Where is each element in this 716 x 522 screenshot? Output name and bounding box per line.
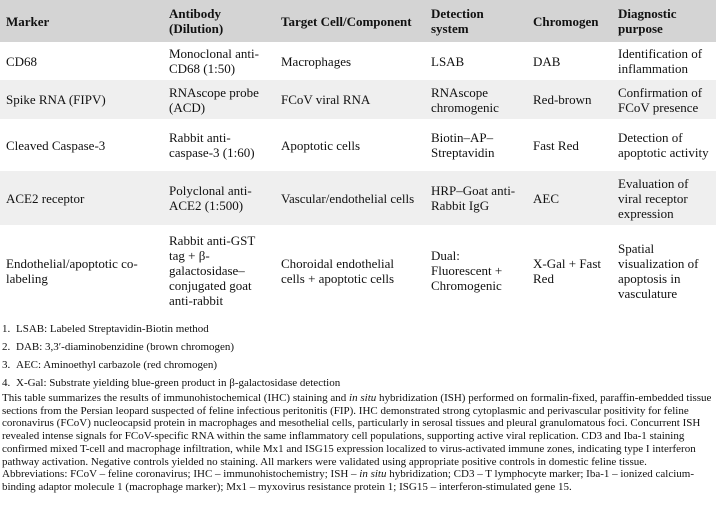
table-cell: Choroidal endothelial cells + apoptotic … <box>275 225 425 316</box>
table-cell: FCoV viral RNA <box>275 79 425 120</box>
table-cell: AEC <box>527 170 612 226</box>
table-row: CD68 Monoclonal anti-CD68 (1:50) Macrophag… <box>0 42 716 80</box>
table-cell: Endothelial/apoptotic co-labeling <box>0 225 163 316</box>
header-cell: Chromogen <box>527 0 612 43</box>
table-cell: LSAB <box>425 42 527 80</box>
table-row: Spike RNA (FIPV) RNAscope probe (ACD) FCoV… <box>0 79 716 120</box>
table-cell: Macrophages <box>275 42 425 80</box>
table-row: Cleaved Caspase-3 Rabbit anti-caspase-3 (… <box>0 119 716 171</box>
header-cell: Marker <box>0 0 163 43</box>
table-cell: Confirmation of FCoV presence <box>612 79 716 120</box>
footnote-number: 2. <box>2 340 11 353</box>
footnote-text: X-Gal: Substrate yielding blue-green pro… <box>16 376 341 389</box>
footnote-text: DAB: 3,3′-diaminobenzidine (brown chromo… <box>16 340 235 353</box>
caption-text: in situ <box>349 392 377 404</box>
caption-text: This table summarizes the results of imm… <box>2 392 350 404</box>
footnote-text: AEC: Aminoethyl carbazole (red chromogen… <box>16 358 217 371</box>
table-cell: Biotin–AP–Streptavidin <box>425 119 527 171</box>
header-cell: Antibody (Dilution) <box>163 0 275 43</box>
table-cell: Rabbit anti-GST tag + β-galactosidase–co… <box>163 225 275 316</box>
table-cell: Apoptotic cells <box>275 119 425 171</box>
footnote: 4. X-Gal: Substrate yielding blue-green p… <box>2 374 714 392</box>
table-cell: Identification of inflammation <box>612 42 716 80</box>
caption-text: hybridization; CD3 – T lymphocyte marker… <box>2 468 694 493</box>
table-cell: Cleaved Caspase-3 <box>0 119 163 171</box>
table-cell: RNAscope chromogenic <box>425 79 527 120</box>
footnotes: 1. LSAB: Labeled Streptavidin-Biotin meth… <box>2 320 714 392</box>
table-cell: DAB <box>527 42 612 80</box>
table-row: ACE2 receptor Polyclonal anti-ACE2 (1:500… <box>0 170 716 226</box>
caption-text: in situ <box>359 468 387 481</box>
table-cell: Evaluation of viral receptor expression <box>612 170 716 226</box>
table-cell: ACE2 receptor <box>0 170 163 226</box>
table-cell: Rabbit anti-caspase-3 (1:60) <box>163 119 275 171</box>
table-cell: Vascular/endothelial cells <box>275 170 425 226</box>
footnote-number: 3. <box>2 358 11 371</box>
caption-text: hybridization (ISH) performed on formali… <box>2 392 712 481</box>
table-cell: Red-brown <box>527 79 612 120</box>
footnote: 2. DAB: 3,3′-diaminobenzidine (brown chro… <box>2 338 714 356</box>
header-cell: Diagnostic purpose <box>612 0 716 43</box>
results-table: Marker Antibody (Dilution) Target Cell/Com… <box>0 0 716 316</box>
table-cell: Monoclonal anti-CD68 (1:50) <box>163 42 275 80</box>
caption: This table summarizes the results of imm… <box>2 392 714 494</box>
footnote-number: 4. <box>2 376 11 389</box>
table-cell: Fast Red <box>527 119 612 171</box>
table-cell: Spike RNA (FIPV) <box>0 79 163 120</box>
footnote: 1. LSAB: Labeled Streptavidin-Biotin meth… <box>2 320 714 338</box>
table-cell: Polyclonal anti-ACE2 (1:500) <box>163 170 275 226</box>
table-row: Endothelial/apoptotic co-labeling Rabbit … <box>0 225 716 316</box>
table-cell: Detection of apoptotic activity <box>612 119 716 171</box>
table-cell: HRP–Goat anti-Rabbit IgG <box>425 170 527 226</box>
header-row: Marker Antibody (Dilution) Target Cell/Com… <box>0 0 716 43</box>
footnote-number: 1. <box>2 322 11 335</box>
footnote: 3. AEC: Aminoethyl carbazole (red chromog… <box>2 356 714 374</box>
footnote-text: LSAB: Labeled Streptavidin-Biotin method <box>16 322 209 335</box>
header-cell: Detection system <box>425 0 527 43</box>
table-cell: CD68 <box>0 42 163 80</box>
table-cell: Dual: Fluorescent + Chromogenic <box>425 225 527 316</box>
table-cell: RNAscope probe (ACD) <box>163 79 275 120</box>
header-cell: Target Cell/Component <box>275 0 425 43</box>
table-cell: Spatial visualization of apoptosis in va… <box>612 225 716 316</box>
table-cell: X-Gal + Fast Red <box>527 225 612 316</box>
